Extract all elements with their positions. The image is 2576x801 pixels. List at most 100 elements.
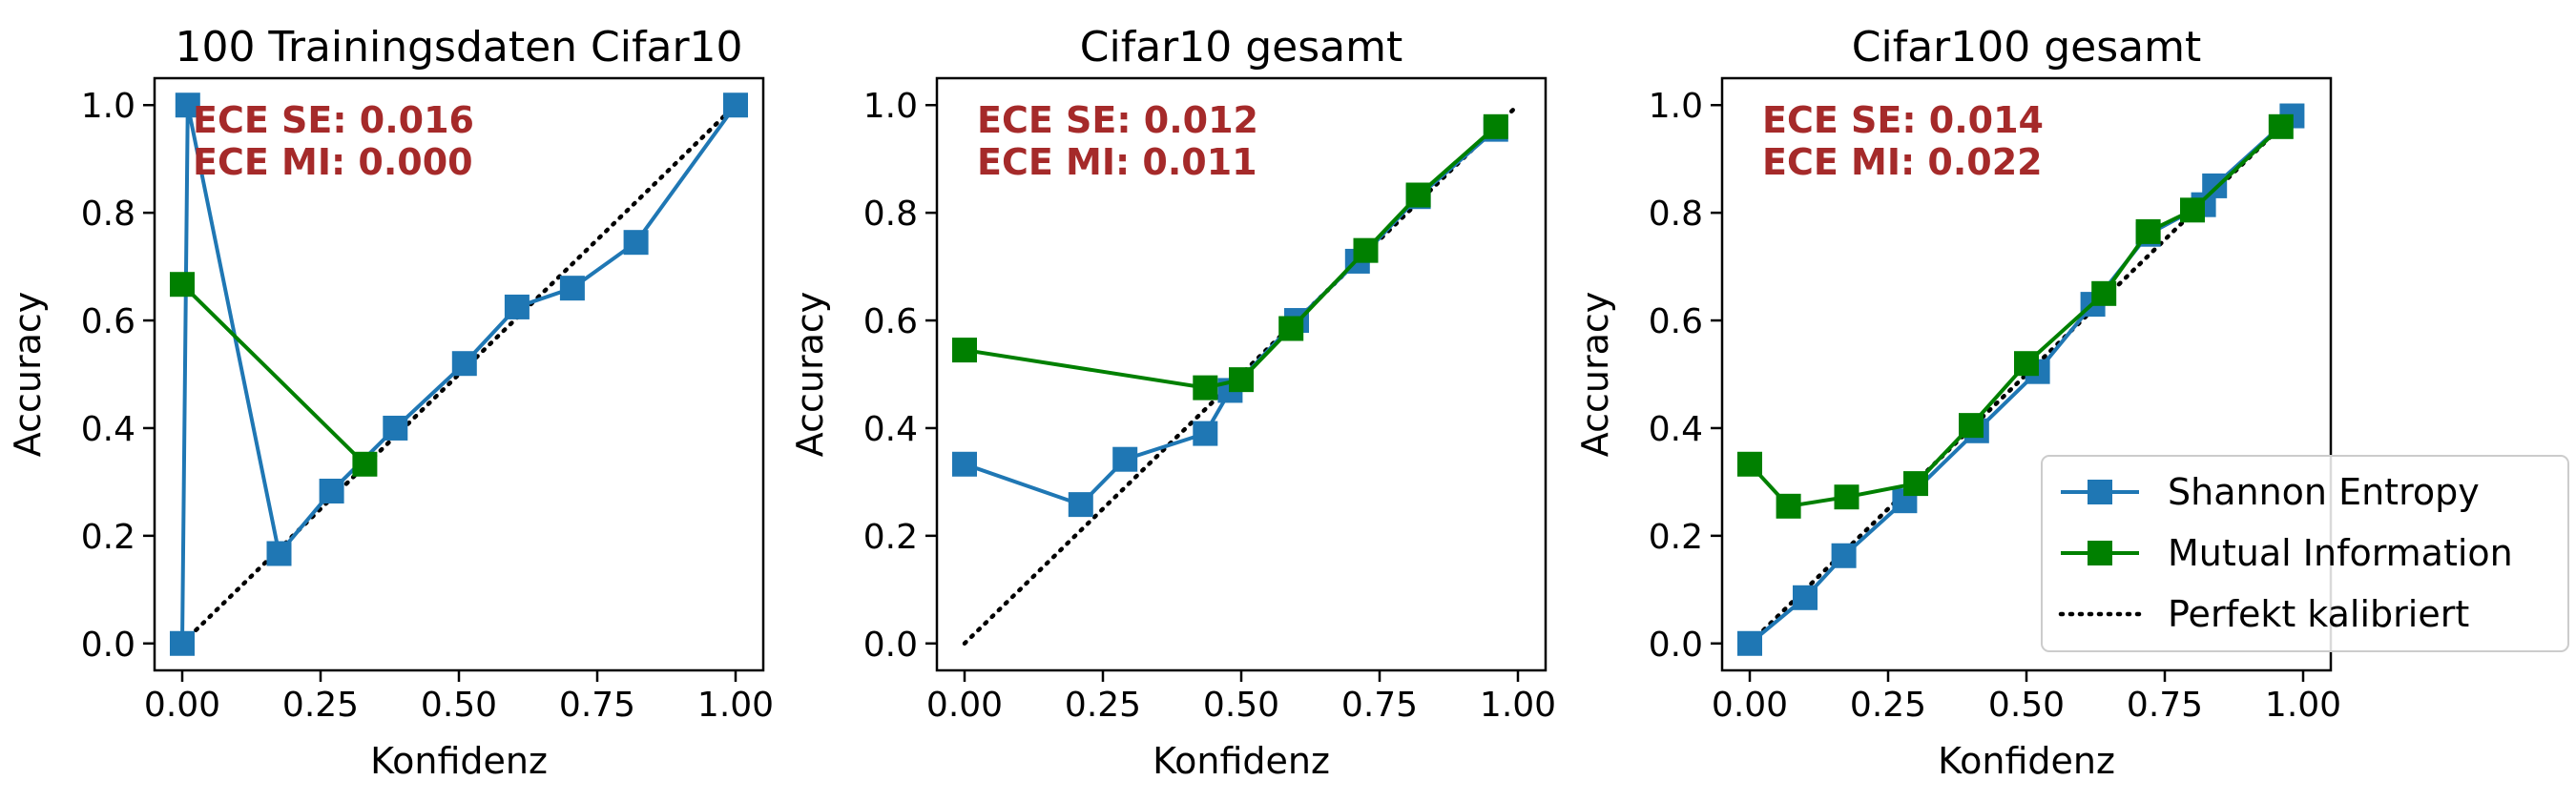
point-mutual-information (1959, 413, 1984, 439)
ece-annotation: ECE MI: 0.011 (977, 141, 1257, 183)
point-mutual-information (2091, 280, 2117, 306)
point-shannon-entropy (623, 230, 649, 256)
point-mutual-information (170, 272, 195, 298)
y-tick-label: 1.0 (863, 87, 918, 126)
x-tick-label: 0.00 (926, 686, 1003, 725)
series-line-shannon-entropy (180, 104, 737, 644)
x-axis-label: Konfidenz (370, 740, 548, 782)
x-axis-label: Konfidenz (1938, 740, 2115, 782)
chart-panel-3: Cifar100 gesamt 0.00 0.25 0.50 0.75 1.00 0.0 0.… (1574, 23, 2341, 782)
point-shannon-entropy (952, 451, 977, 477)
x-tick-label: 0.00 (1712, 686, 1788, 725)
legend-label-perfekt-kalibriert: Perfekt kalibriert (2168, 593, 2469, 635)
point-mutual-information (1405, 182, 1431, 208)
point-mutual-information (1278, 316, 1304, 341)
x-tick-label: 0.25 (1065, 686, 1141, 725)
point-shannon-entropy (504, 294, 530, 319)
ece-annotation: ECE MI: 0.000 (193, 141, 473, 183)
y-tick-label: 0.8 (1649, 195, 1703, 234)
legend-label-mutual-information: Mutual Information (2168, 532, 2513, 574)
point-shannon-entropy (1737, 630, 1762, 656)
point-mutual-information (1776, 493, 1801, 519)
point-mutual-information (1903, 471, 1928, 497)
point-shannon-entropy (1112, 446, 1138, 472)
point-mutual-information (1737, 451, 1762, 477)
x-tick-label: 1.00 (1480, 686, 1556, 725)
y-tick-label: 0.2 (863, 518, 918, 557)
point-mutual-information (2135, 218, 2161, 244)
point-mutual-information (2180, 197, 2205, 223)
y-tick-label: 0.8 (81, 195, 135, 234)
point-mutual-information (1353, 237, 1379, 263)
x-tick-label: 0.50 (421, 686, 497, 725)
x-tick-label: 0.50 (1203, 686, 1279, 725)
point-mutual-information (952, 338, 977, 363)
legend-box (2041, 455, 2569, 652)
series-line-mutual-information (180, 282, 366, 466)
point-shannon-entropy (1831, 543, 1857, 568)
legend-label-shannon-entropy: Shannon Entropy (2168, 471, 2480, 513)
point-shannon-entropy (1068, 492, 1093, 518)
y-tick-label: 0.4 (1649, 410, 1703, 449)
x-tick-label: 0.00 (144, 686, 220, 725)
x-tick-label: 0.75 (1341, 686, 1418, 725)
y-tick-label: 0.0 (863, 626, 918, 665)
point-shannon-entropy (1793, 585, 1818, 610)
x-tick-label: 1.00 (2265, 686, 2341, 725)
point-mutual-information (1483, 113, 1508, 139)
point-shannon-entropy (451, 351, 477, 377)
point-shannon-entropy (559, 276, 585, 301)
y-axis-label: Accuracy (7, 292, 49, 458)
chart-title: 100 Trainingsdaten Cifar10 (175, 23, 742, 72)
ece-annotation: ECE SE: 0.016 (193, 99, 474, 141)
y-tick-label: 0.4 (81, 410, 135, 449)
point-shannon-entropy (383, 415, 408, 441)
y-tick-label: 1.0 (1649, 87, 1703, 126)
y-axis-label: Accuracy (789, 292, 831, 458)
point-shannon-entropy (2202, 173, 2228, 198)
chart-panel-2: Cifar10 gesamt 0.00 0.25 0.50 0.75 1.00 0.0 0.2… (789, 23, 1556, 782)
ece-annotation: ECE MI: 0.022 (1762, 141, 2043, 183)
point-shannon-entropy (170, 630, 195, 656)
legend-marker-mutual-information (2088, 541, 2112, 565)
y-tick-label: 1.0 (81, 87, 135, 126)
chart-title: Cifar100 gesamt (1852, 23, 2201, 72)
x-tick-label: 0.25 (282, 686, 359, 725)
y-tick-label: 0.2 (81, 518, 135, 557)
point-mutual-information (1834, 484, 1859, 510)
y-tick-label: 0.6 (863, 302, 918, 341)
series-line-mutual-information (1748, 125, 2283, 508)
chart-panel-1: 100 Trainingsdaten Cifar10 0.00 0.25 0.50 0.… (7, 23, 774, 782)
y-tick-label: 0.0 (1649, 626, 1703, 665)
point-shannon-entropy (723, 92, 748, 118)
legend: Shannon Entropy Mutual Information Perfekt… (2041, 455, 2569, 652)
y-tick-label: 0.4 (863, 410, 918, 449)
ece-annotation: ECE SE: 0.012 (977, 99, 1258, 141)
point-mutual-information (1193, 375, 1218, 400)
point-mutual-information (2014, 351, 2039, 377)
x-tick-label: 0.50 (1988, 686, 2065, 725)
ece-annotation: ECE SE: 0.014 (1762, 99, 2044, 141)
point-mutual-information (2268, 113, 2294, 139)
x-tick-label: 0.25 (1850, 686, 1926, 725)
x-tick-label: 0.75 (559, 686, 635, 725)
y-tick-label: 0.6 (81, 302, 135, 341)
point-shannon-entropy (266, 541, 292, 566)
chart-title: Cifar10 gesamt (1080, 23, 1402, 72)
point-shannon-entropy (319, 479, 344, 504)
x-axis-label: Konfidenz (1153, 740, 1330, 782)
point-shannon-entropy (175, 92, 200, 118)
point-mutual-information (352, 451, 378, 477)
y-tick-label: 0.6 (1649, 302, 1703, 341)
x-tick-label: 0.75 (2127, 686, 2203, 725)
point-mutual-information (1229, 367, 1254, 393)
y-tick-label: 0.0 (81, 626, 135, 665)
legend-marker-shannon-entropy (2088, 480, 2112, 504)
x-tick-label: 1.00 (697, 686, 774, 725)
y-tick-label: 0.2 (1649, 518, 1703, 557)
y-tick-label: 0.8 (863, 195, 918, 234)
y-axis-label: Accuracy (1574, 292, 1616, 458)
point-shannon-entropy (1193, 421, 1218, 446)
